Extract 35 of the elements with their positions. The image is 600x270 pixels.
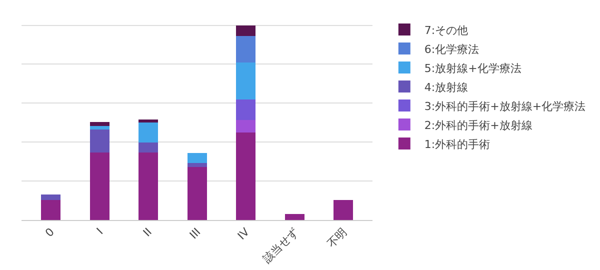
- x-tick-label: 不明: [324, 226, 350, 250]
- bar: [334, 200, 354, 220]
- bar: [41, 200, 61, 220]
- bar: [138, 122, 158, 142]
- bar: [236, 62, 256, 100]
- bar: [90, 152, 110, 220]
- legend-label: 1:外科的手術: [424, 138, 490, 151]
- bar: [236, 25, 256, 36]
- legend-label: 7:その他: [424, 24, 468, 37]
- bar: [90, 130, 110, 153]
- x-tick-label: IV: [235, 225, 252, 242]
- x-tick-label: III: [187, 226, 204, 242]
- x-tick-label: II: [140, 226, 154, 240]
- bar: [236, 36, 256, 63]
- bar: [138, 119, 158, 123]
- legend-label: 2:外科的手術+放射線: [424, 118, 532, 132]
- bar: [90, 126, 110, 130]
- bar: [138, 152, 158, 220]
- bar: [138, 142, 158, 153]
- legend-label: 3:外科的手術+放射線+化学療法: [424, 100, 586, 113]
- x-tick-label: 0: [42, 226, 57, 240]
- bar: [90, 122, 110, 126]
- bar: [41, 194, 61, 200]
- bar: [236, 120, 256, 132]
- x-tick-label: I: [94, 226, 106, 238]
- bar: [236, 100, 256, 120]
- bar: [187, 163, 207, 167]
- bar: [187, 153, 207, 164]
- bar: [236, 132, 256, 220]
- legend-label: 5:放射線+化学療法: [424, 62, 522, 75]
- legend-label: 4:放射線: [424, 80, 468, 94]
- x-tick-label: 該当せず: [260, 226, 301, 266]
- bar: [187, 166, 207, 220]
- legend-label: 6:化学療法: [424, 42, 480, 56]
- bar: [284, 214, 304, 220]
